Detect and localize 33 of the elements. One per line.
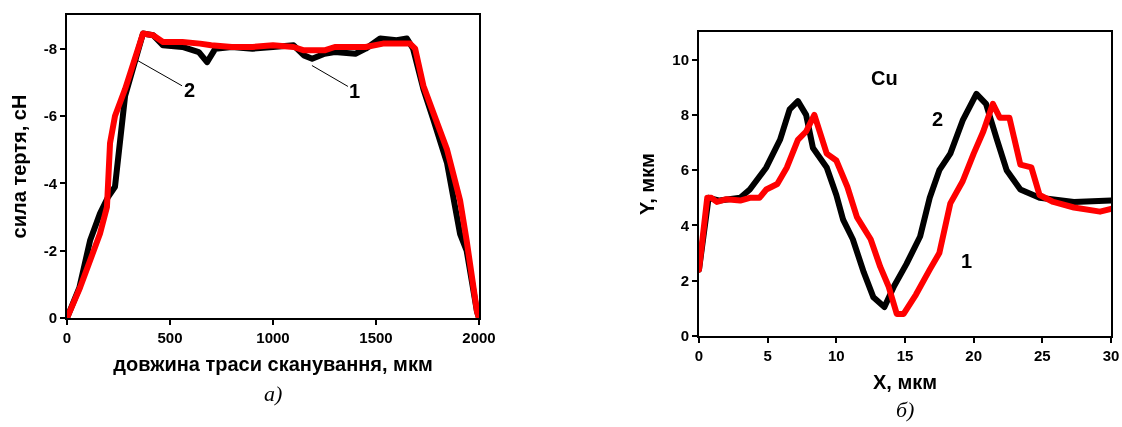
y-tick-label: 6 — [680, 161, 689, 179]
x-tick-label: 500 — [157, 329, 183, 346]
y-axis-title: сила тертя, сН — [7, 94, 30, 239]
y-tick-label: -2 — [43, 241, 57, 259]
x-axis-title: довжина траси сканування, мкм — [113, 353, 433, 375]
x-tick-label: 0 — [694, 347, 704, 364]
y-tick-label: -4 — [43, 174, 58, 192]
annotation: 2 — [184, 79, 196, 101]
x-tick-label: 2000 — [462, 329, 496, 346]
x-tick-label: 20 — [965, 347, 983, 364]
x-tick-label: 0 — [62, 329, 72, 346]
x-tick-label: 1500 — [359, 329, 393, 346]
annotation: 1 — [349, 80, 361, 102]
x-tick-label: 10 — [827, 347, 845, 364]
y-tick-label: 0 — [48, 309, 57, 327]
x-tick-label: 5 — [763, 347, 772, 364]
y-tick-label: 8 — [680, 106, 689, 124]
y-tick-label: 2 — [680, 271, 689, 289]
y-tick-label: 4 — [680, 216, 690, 234]
text: Cu — [871, 67, 898, 89]
annotation: 1 — [961, 250, 973, 272]
y-tick-label: -8 — [43, 39, 57, 57]
annotation: 2 — [932, 108, 944, 130]
x-tick-label: 25 — [1033, 347, 1051, 364]
x-tick-label: 30 — [1102, 347, 1120, 364]
x-tick-label: 15 — [896, 347, 914, 364]
y-tick-label: 10 — [672, 50, 689, 68]
text: б) — [896, 397, 915, 422]
x-tick-label: 1000 — [256, 329, 290, 346]
x-axis-title: X, мкм — [872, 371, 938, 393]
text: а) — [264, 381, 283, 406]
y-axis-title: Y, мкм — [636, 153, 659, 215]
y-tick-label: -6 — [43, 107, 57, 125]
